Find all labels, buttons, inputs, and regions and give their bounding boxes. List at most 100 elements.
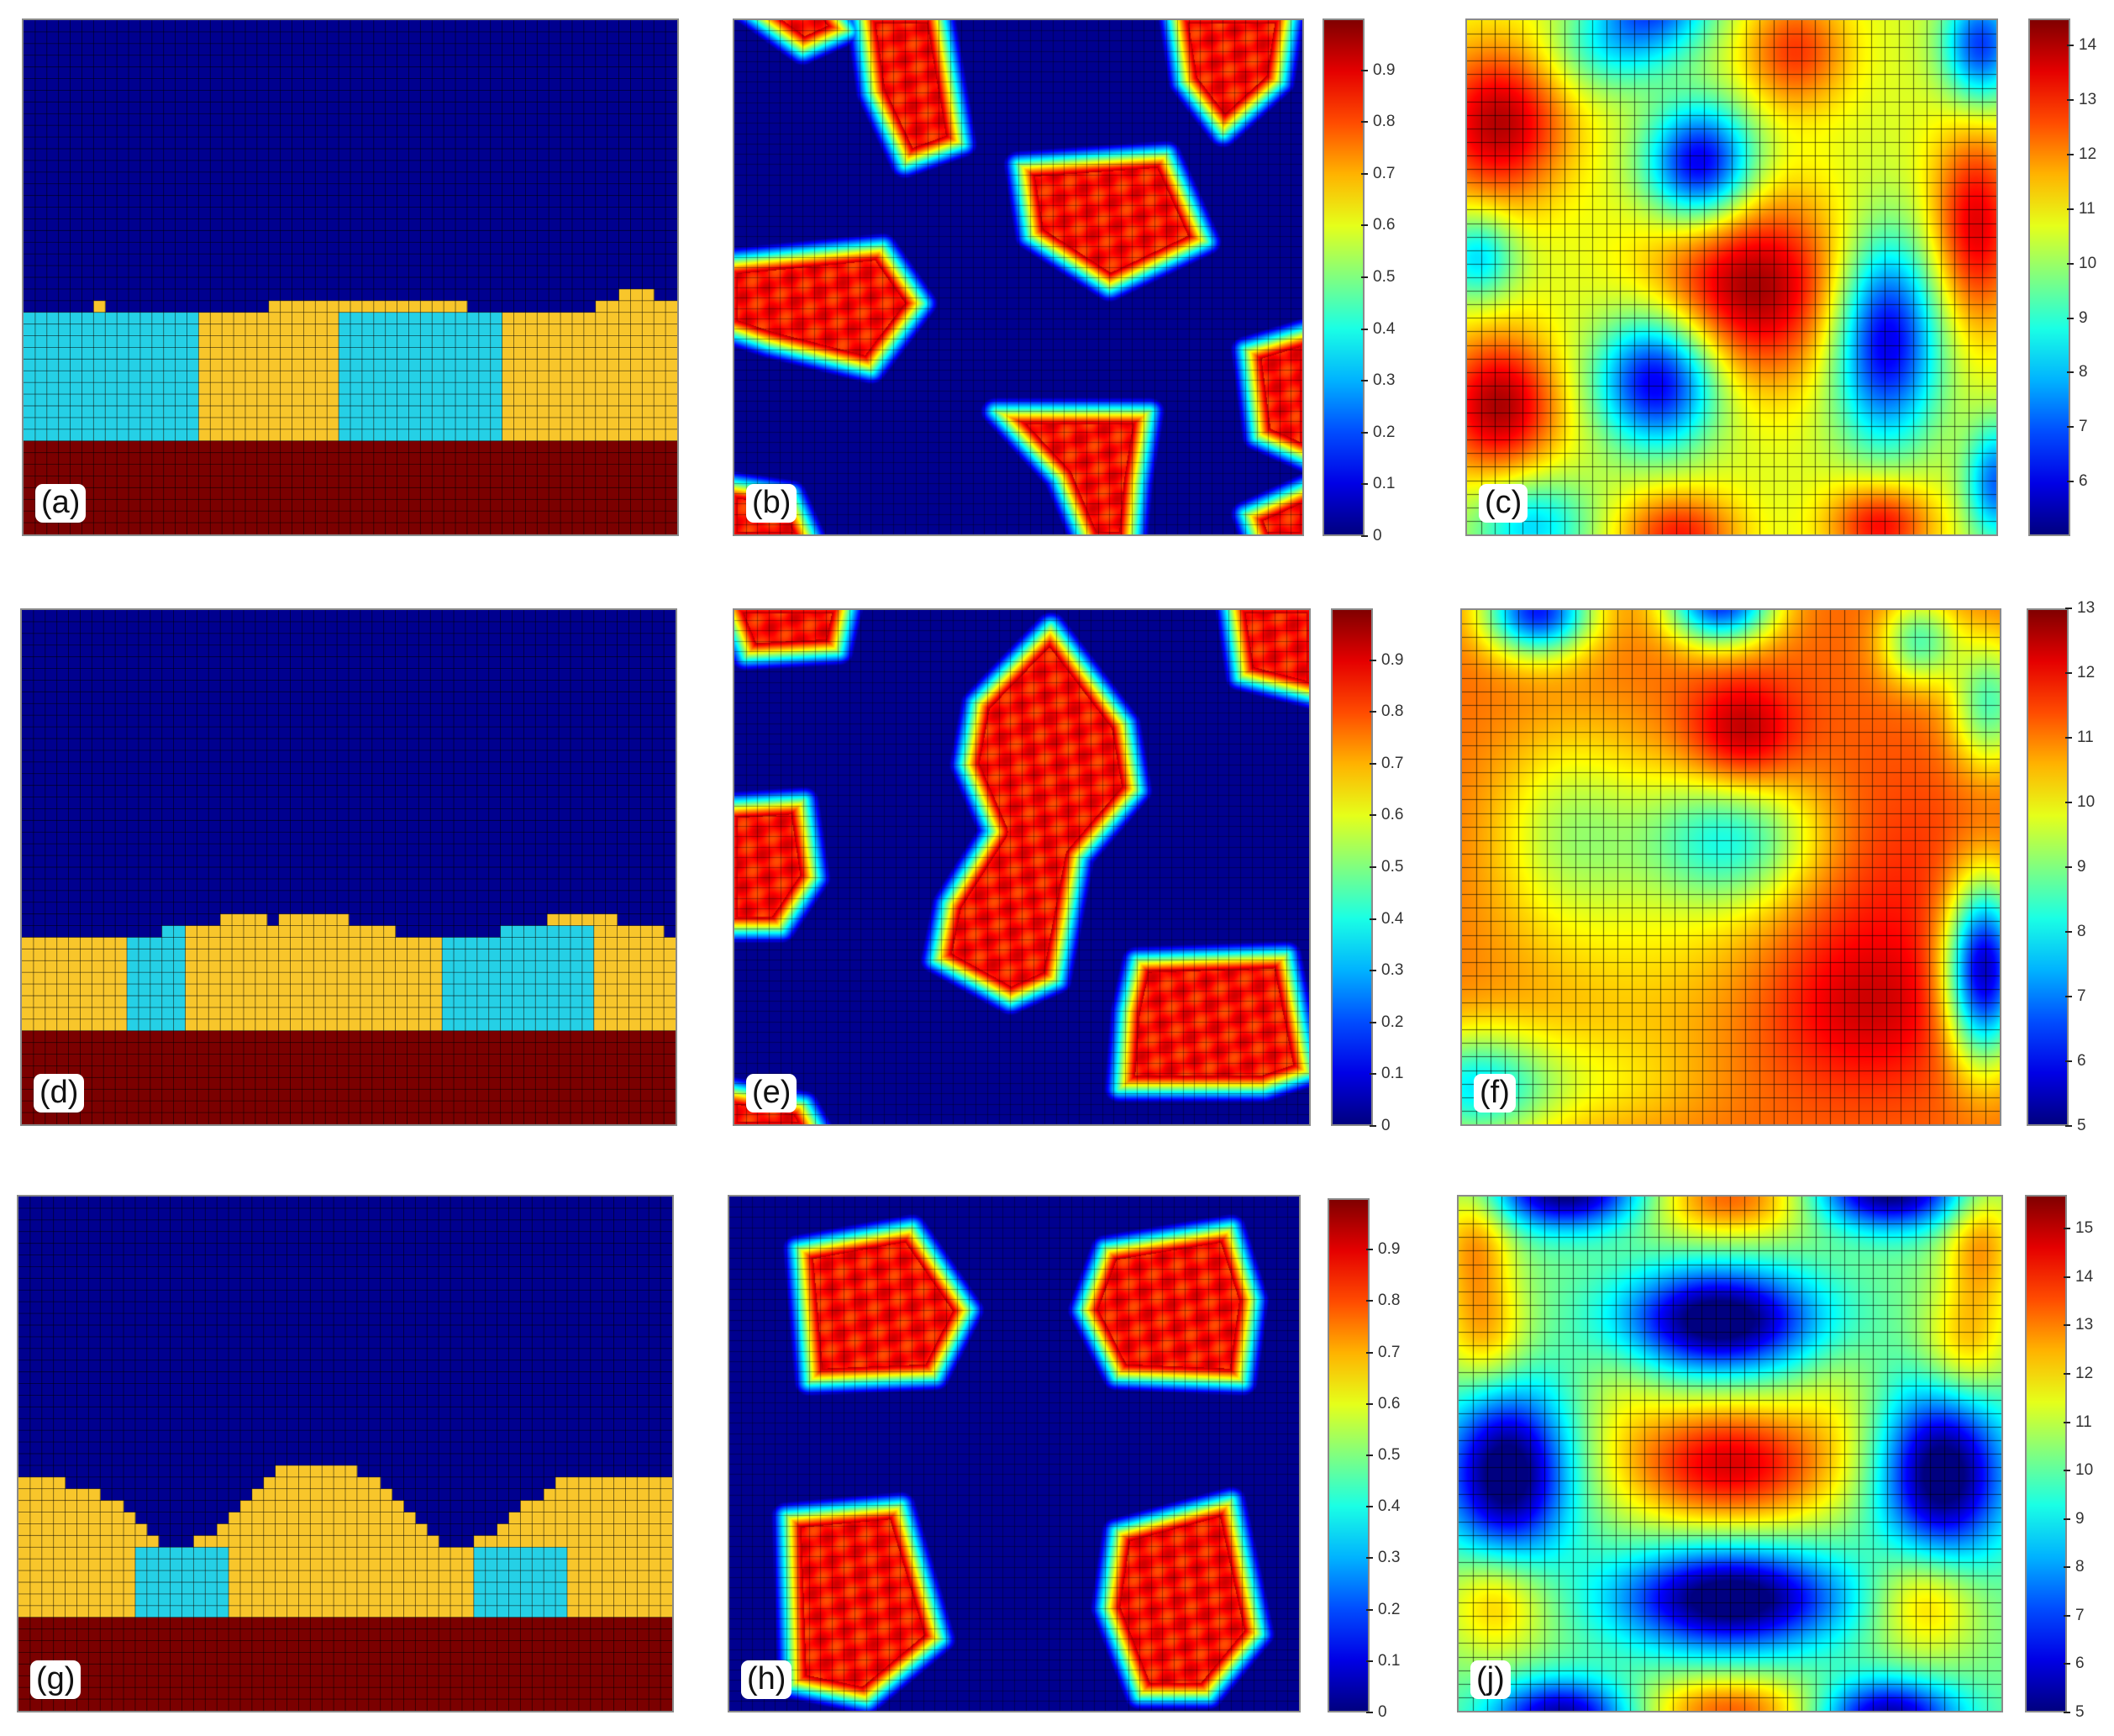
colorbar-tick-mark: [2064, 1228, 2070, 1230]
cyan-column: [397, 312, 409, 441]
colorbar-f: [2027, 608, 2069, 1126]
layer-column: [198, 312, 211, 441]
layer-column: [234, 312, 246, 441]
colorbar-tick-mark: [1361, 483, 1368, 486]
grid-lines: [18, 1197, 672, 1711]
layer-column: [275, 1465, 288, 1618]
colorbar-tick-mark: [1366, 1351, 1373, 1354]
colorbar-tick-mark: [2065, 866, 2072, 868]
colorbar-tick-mark: [1370, 1021, 1376, 1023]
colorbar-tick-label: 0.4: [1378, 1497, 1401, 1516]
cyan-column: [93, 312, 106, 441]
colorbar-tick-label: 7: [2075, 1606, 2085, 1624]
layer-column: [640, 925, 653, 1031]
colorbar-tick-mark: [1366, 1455, 1373, 1456]
panel-d-plot: [22, 610, 676, 1124]
colorbar-tick-label: 14: [2075, 1267, 2094, 1286]
colorbar-tick-mark: [1370, 970, 1376, 972]
colorbar-tick-mark: [1366, 1506, 1373, 1508]
colorbar-tick-mark: [2064, 1518, 2070, 1520]
colorbar-tick-label: 0.2: [1373, 423, 1396, 441]
panel-h-plot: [729, 1197, 1299, 1711]
colorbar-tick-mark: [2067, 317, 2074, 319]
cyan-column: [129, 312, 141, 441]
panel-e-plot: [734, 610, 1309, 1124]
cyan-column: [559, 925, 571, 1031]
colorbar-tick-mark: [1370, 762, 1376, 765]
panel-h-label: (h): [741, 1660, 792, 1699]
colorbar-j-ticks: 5 6 7 8 9 10 11 12 13 14 15: [2064, 1195, 2112, 1720]
cyan-column: [151, 312, 165, 441]
layer-column: [502, 312, 514, 441]
colorbar-tick-mark: [1361, 380, 1368, 382]
layer-column: [345, 1465, 358, 1618]
panel-f-plot: [1462, 610, 2000, 1124]
colorbar-tick-label: 10: [2077, 793, 2096, 811]
colorbar-tick-mark: [1370, 1125, 1376, 1127]
cyan-column: [34, 312, 48, 441]
cyan-column: [466, 312, 480, 441]
colorbar-tick-label: 10: [2079, 254, 2097, 272]
colorbar-tick-label: 0.2: [1381, 1013, 1404, 1031]
colorbar-tick-mark: [1366, 1300, 1373, 1302]
layer-column: [630, 288, 643, 441]
layer-column: [310, 1465, 323, 1618]
panel-g-plot: [18, 1197, 672, 1711]
cyan-column: [117, 312, 129, 441]
colorbar-tick-mark: [1366, 1712, 1373, 1713]
layer-column: [525, 312, 538, 441]
colorbar-tick-label: 13: [2079, 91, 2097, 109]
layer-column: [334, 1465, 346, 1618]
colorbar-tick-mark: [2064, 1566, 2070, 1569]
cyan-column: [70, 312, 82, 441]
layer-column: [360, 925, 373, 1031]
cyan-column: [535, 925, 548, 1031]
colorbar-tick-label: 8: [2077, 923, 2086, 940]
cyan-column: [490, 312, 503, 441]
colorbar-tick-label: 5: [2077, 1117, 2086, 1134]
layer-column: [427, 1535, 439, 1618]
colorbar-tick-label: 0.8: [1378, 1291, 1401, 1310]
layer-column: [245, 312, 258, 441]
panel-h: (h): [728, 1195, 1301, 1712]
layer-column: [210, 312, 223, 441]
colorbar-tick-mark: [2064, 1663, 2070, 1665]
colorbar-tick-label: 0.5: [1381, 858, 1404, 876]
layer-column: [617, 925, 629, 1031]
panel-e-label: (e): [746, 1074, 797, 1113]
colorbar-tick-mark: [2065, 1060, 2072, 1062]
colorbar-tick-label: 0.1: [1378, 1651, 1401, 1670]
cyan-column: [58, 312, 71, 441]
colorbar-tick-label: 13: [2077, 599, 2096, 617]
colorbar-tick-mark: [1366, 1660, 1373, 1662]
colorbar-c: [2028, 18, 2070, 536]
colorbar-tick-label: 0.8: [1373, 113, 1396, 131]
colorbar-tick-label: 8: [2075, 1558, 2085, 1576]
layer-column: [383, 925, 397, 1031]
colorbar-tick-mark: [2067, 262, 2074, 265]
colorbar-tick-mark: [1361, 431, 1368, 434]
grid-lines: [24, 20, 677, 534]
grid-lines: [22, 610, 676, 1124]
colorbar-tick-mark: [2067, 99, 2074, 102]
colorbar-tick-label: 11: [2075, 1412, 2092, 1431]
colorbar-tick-mark: [2064, 1470, 2070, 1472]
layer-column: [208, 925, 221, 1031]
colorbar-j: [2025, 1195, 2067, 1712]
colorbar-e: [1331, 608, 1373, 1126]
layer-column: [124, 1512, 136, 1618]
colorbar-tick-label: 0: [1378, 1703, 1387, 1721]
cyan-column: [187, 312, 199, 441]
colorbar-tick-label: 9: [2077, 858, 2086, 876]
colorbar-tick-label: 12: [2077, 664, 2096, 681]
colorbar-tick-mark: [2064, 1421, 2070, 1423]
panel-a-label: (a): [35, 484, 87, 523]
colorbar-tick-label: 12: [2075, 1365, 2094, 1382]
colorbar-tick-mark: [1366, 1557, 1373, 1560]
colorbar-c-ticks: 6 7 8 9 10 11 12 13 14: [2067, 18, 2112, 536]
layer-column: [322, 1465, 334, 1618]
panel-f-label: (f): [1474, 1074, 1516, 1113]
colorbar-tick-mark: [1361, 276, 1368, 278]
panel-f: (f): [1460, 608, 2001, 1126]
colorbar-tick-label: 0.9: [1373, 60, 1396, 79]
